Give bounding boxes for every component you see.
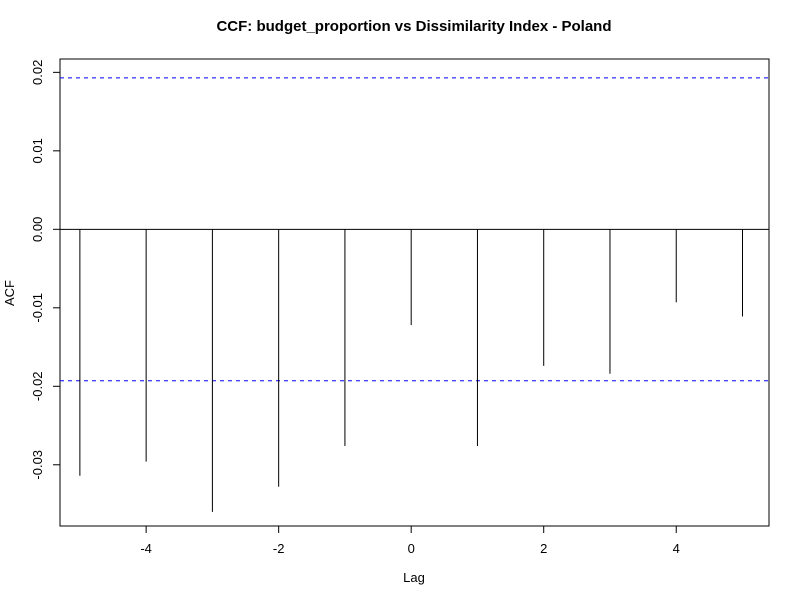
x-axis-label: Lag xyxy=(403,570,425,585)
chart-marks: -4 -2 0 2 4 -0.03 -0.02 -0.01 0.00 0.01 0.02 xyxy=(30,60,769,556)
plot-frame xyxy=(59,58,770,527)
y-tick-label: -0.03 xyxy=(30,450,45,480)
y-tick-label: 0.02 xyxy=(30,60,45,85)
x-tick-label: 0 xyxy=(408,541,415,556)
y-tick-label: 0.00 xyxy=(30,217,45,242)
y-tick-label: 0.01 xyxy=(30,138,45,163)
y-tick-label: -0.02 xyxy=(30,371,45,401)
x-tick-label: 4 xyxy=(673,541,680,556)
chart-title: CCF: budget_proportion vs Dissimilarity … xyxy=(216,18,611,35)
y-tick-label: -0.01 xyxy=(30,293,45,323)
x-tick-label: 2 xyxy=(540,541,547,556)
x-tick-label: -4 xyxy=(140,541,152,556)
x-tick-label: -2 xyxy=(273,541,285,556)
y-axis-label: ACF xyxy=(2,280,17,306)
